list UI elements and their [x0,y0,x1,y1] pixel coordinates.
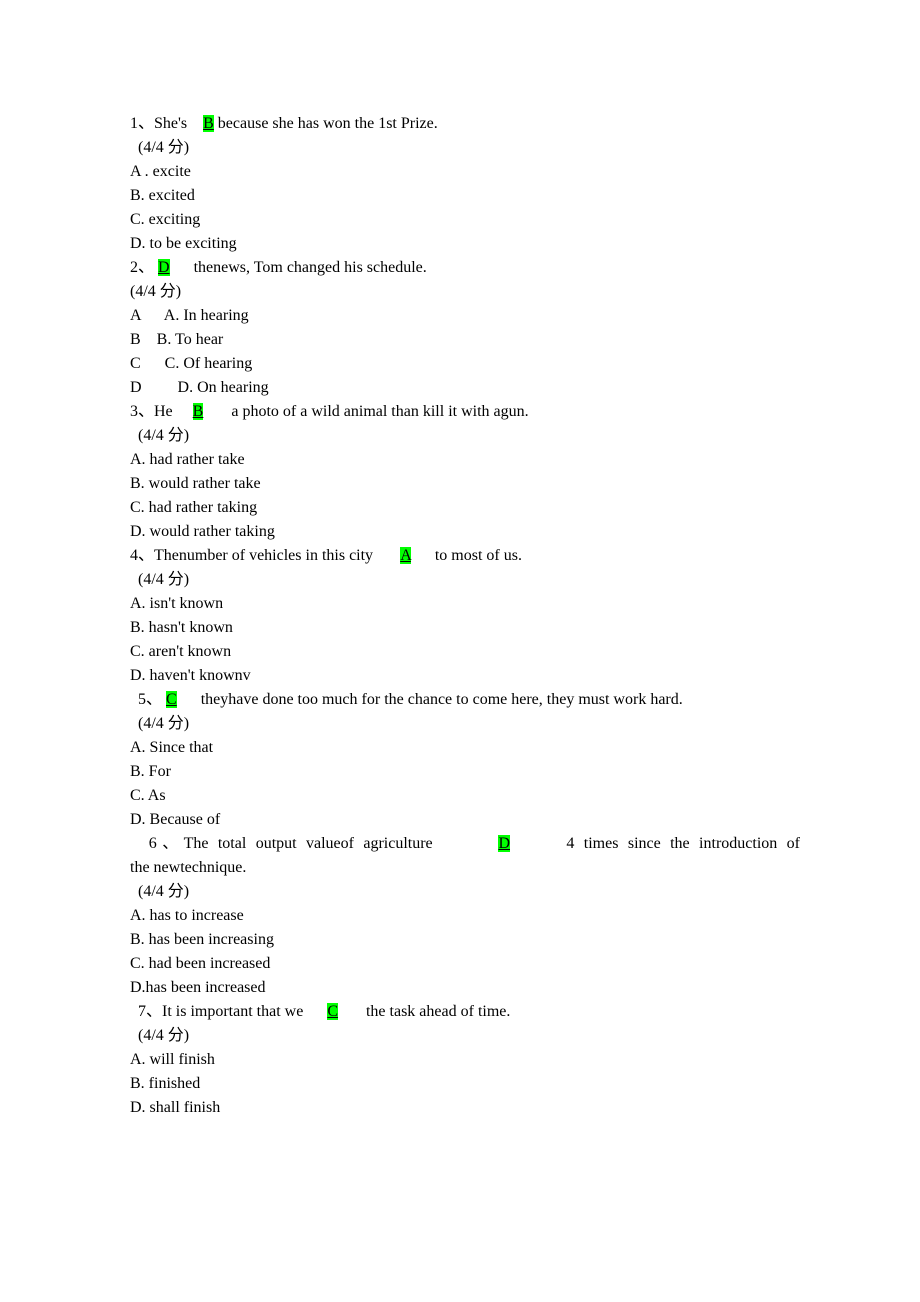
text-line: D. to be exciting [130,232,800,256]
text-line: (4/4 分) [130,568,800,592]
text-line: B B. To hear [130,328,800,352]
text-line: B. hasn't known [130,616,800,640]
text-line: D.has been increased [130,976,800,1000]
text-line: C. As [130,784,800,808]
answer-highlight: A [400,547,411,564]
text-line: 6、The total output valueof agriculture D… [130,832,800,856]
text-line: C C. Of hearing [130,352,800,376]
text-line: (4/4 分) [130,424,800,448]
text-line: C. had rather taking [130,496,800,520]
text-line: D. shall finish [130,1096,800,1120]
answer-highlight: D [158,259,170,276]
text-line: 5、 C theyhave done too much for the chan… [130,688,800,712]
text-line: D. Because of [130,808,800,832]
text-line: D. would rather taking [130,520,800,544]
text-line: 1、She's B because she has won the 1st Pr… [130,112,800,136]
text-line: (4/4 分) [130,712,800,736]
text-line: A. had rather take [130,448,800,472]
text-line: A. isn't known [130,592,800,616]
text-line: the newtechnique. [130,856,800,880]
text-line: D. haven't knownv [130,664,800,688]
document-body: 1、She's B because she has won the 1st Pr… [0,0,920,1302]
answer-highlight: B [203,115,214,132]
text-line: C. exciting [130,208,800,232]
text-line: (4/4 分) [130,880,800,904]
text-line: C. had been increased [130,952,800,976]
text-line: A. will finish [130,1048,800,1072]
text-line: C. aren't known [130,640,800,664]
answer-highlight: B [193,403,204,420]
text-line: B. excited [130,184,800,208]
text-line: 7、It is important that we C the task ahe… [130,1000,800,1024]
text-line: (4/4 分) [130,1024,800,1048]
text-line: A. has to increase [130,904,800,928]
text-line: A. Since that [130,736,800,760]
answer-highlight: C [327,1003,338,1020]
text-line: A . excite [130,160,800,184]
text-line: 3、He B a photo of a wild animal than kil… [130,400,800,424]
text-line: 2、 D thenews, Tom changed his schedule. [130,256,800,280]
text-line: B. has been increasing [130,928,800,952]
text-line: (4/4 分) [130,280,800,304]
text-line: D D. On hearing [130,376,800,400]
text-line: (4/4 分) [130,136,800,160]
answer-highlight: D [498,835,510,852]
text-line: B. would rather take [130,472,800,496]
text-line: B. finished [130,1072,800,1096]
answer-highlight: C [166,691,177,708]
text-line: 4、Thenumber of vehicles in this city A t… [130,544,800,568]
text-line: B. For [130,760,800,784]
text-line: A A. In hearing [130,304,800,328]
